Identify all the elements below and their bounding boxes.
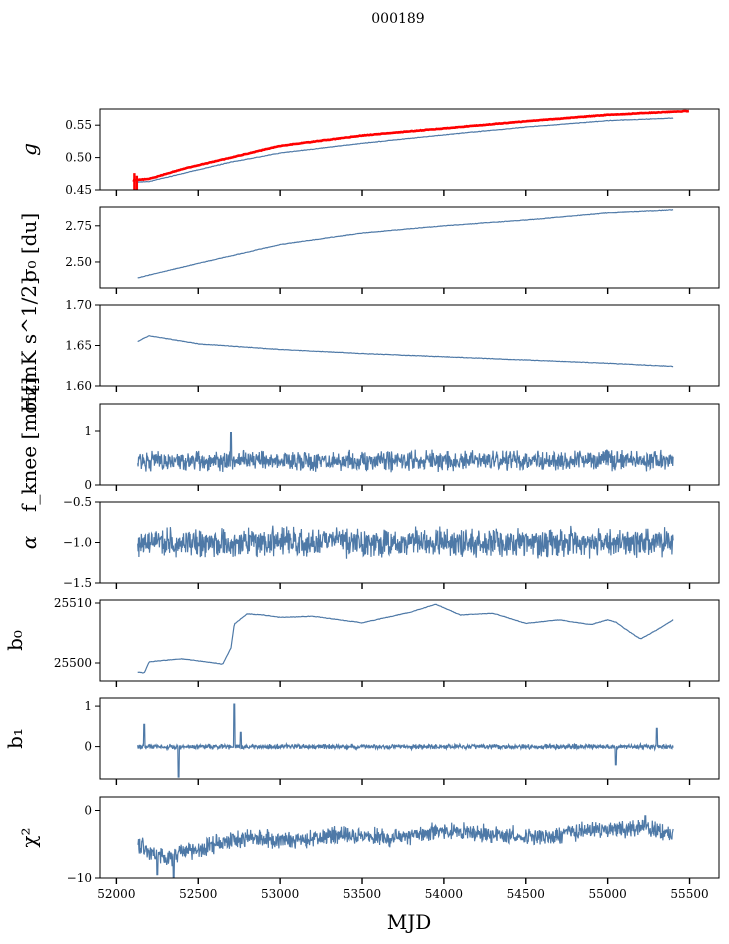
y-tick-label: 25500 [54,656,92,670]
series-line-fknee-0 [137,432,674,473]
panel-b1: 0 1 b₁ [3,697,720,785]
series-line-g-1 [132,109,690,182]
axes-frame [99,796,720,879]
y-tick-label: 1.60 [65,379,92,393]
series-line-alpha-0 [137,525,674,559]
x-tick-label: 53000 [261,887,299,901]
y-tick-label: 0.45 [65,183,92,197]
axes-frame [99,108,720,191]
axes-frame [99,599,720,682]
y-axis-label-b1: b₁ [3,728,27,749]
panel-b0: 25500 25510 b₀ [3,596,720,687]
y-tick-label: 0.55 [65,118,92,132]
x-tick-label: 52000 [97,887,135,901]
figure-title: 000189 [371,11,424,27]
y-tick-label: −1.5 [63,576,92,590]
series-line-b1-0 [137,703,674,778]
y-tick-label: 25510 [54,596,92,610]
y-tick-label: −0.5 [63,495,92,509]
x-axis-label: MJD [387,910,432,934]
panel-chi2: −10 0 52000 52500 53000 53500 54000 54500 55000 5… [17,796,720,901]
y-tick-label: 0 [84,740,92,754]
y-axis-label-sigma0_mK: σ₀[mK s^1/2] [17,277,41,414]
series-line-sigma0_mK-0 [137,335,674,368]
y-axis-label-g: g [17,143,41,156]
y-axis-label-chi2: χ² [17,827,41,847]
y-tick-label: 0.50 [65,151,92,165]
series-line-g-0 [137,117,674,184]
panel-sigma0_mK: 1.60 1.65 1.70 σ₀[mK s^1/2] [17,277,720,414]
y-tick-label: 1 [84,424,92,438]
y-tick-label: 2.75 [65,219,92,233]
y-axis-label-sigma0_du: σ₀ [du] [17,213,41,282]
y-tick-label: 0 [84,804,92,818]
y-tick-label: −1.0 [63,536,92,550]
x-tick-label: 54000 [425,887,463,901]
y-tick-label: 0 [84,478,92,492]
y-tick-label: 1.65 [65,339,92,353]
axes-frame [99,304,720,387]
series-line-sigma0_du-0 [137,209,674,279]
series-line-b0-0 [137,603,674,674]
y-tick-label: 2.50 [65,255,92,269]
series-line-chi2-0 [137,815,674,878]
y-axis-label-fknee: f_knee [mHz] [17,377,41,512]
y-tick-label: 1.70 [65,298,92,312]
x-tick-label: 54500 [507,887,545,901]
panels: 0.45 0.50 0.55 g 2.50 2.75 σ₀ [du] 1.60 1.65 1.70… [3,108,720,901]
x-tick-label: 52500 [179,887,217,901]
y-tick-label: 1 [84,699,92,713]
y-tick-label: −10 [67,871,92,885]
axes-frame [99,697,720,780]
x-tick-label: 55000 [589,887,627,901]
panel-g: 0.45 0.50 0.55 g [17,108,720,197]
axes-frame [99,206,720,289]
panel-alpha: −1.5 −1.0 −0.5 α [17,495,720,590]
panel-sigma0_du: 2.50 2.75 σ₀ [du] [17,206,720,294]
x-tick-label: 55500 [670,887,708,901]
panel-fknee: 0 1 f_knee [mHz] [17,377,720,512]
x-tick-label: 53500 [343,887,381,901]
axes-frame [99,403,720,486]
y-axis-label-alpha: α [17,535,41,549]
y-axis-label-b0: b₀ [3,630,27,651]
